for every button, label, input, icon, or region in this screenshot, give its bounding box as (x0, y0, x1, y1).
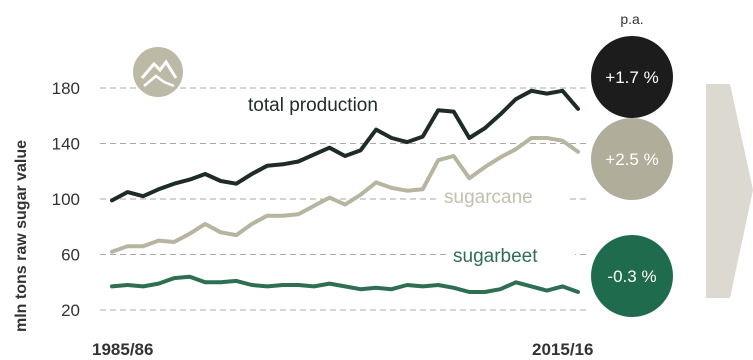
series-labels: total production sugarcane sugarbeet (248, 95, 575, 268)
series-label: sugarbeet (453, 246, 538, 267)
growth-badge (591, 118, 673, 200)
series-line-0 (110, 88, 580, 203)
y-tick-label: 180 (52, 79, 80, 98)
series-line-2 (110, 274, 580, 294)
series-label: total production (248, 95, 378, 116)
x-axis-ticks: 1985/86 2015/16 (92, 340, 593, 359)
x-tick-label: 2015/16 (532, 340, 593, 359)
y-tick-label: 140 (52, 135, 80, 154)
series-label-background (447, 244, 575, 268)
growth-badge-label: +2.5 % (605, 150, 658, 169)
growth-badge-label: -0.3 % (607, 267, 656, 286)
growth-badges: +1.7 % +2.5 % -0.3 % (591, 36, 673, 317)
x-tick-label: 1985/86 (92, 340, 153, 359)
chevron-right-icon (706, 84, 753, 298)
series-label-background (438, 185, 566, 209)
y-axis-label: mln tons raw sugar value (13, 140, 30, 332)
series-label: sugarcane (444, 187, 533, 208)
growth-badge-label: +1.7 % (605, 68, 658, 87)
grid-lines (100, 87, 590, 311)
y-tick-label: 60 (61, 246, 80, 265)
y-tick-label: 20 (61, 301, 80, 320)
series-line-1 (110, 136, 580, 254)
y-axis-ticks: 20 60 100 140 180 (52, 79, 80, 320)
growth-badge (591, 235, 673, 317)
y-tick-label: 100 (52, 190, 80, 209)
growth-header: p.a. (620, 11, 643, 27)
series-lines (110, 88, 580, 294)
logo-icon (133, 47, 183, 97)
growth-badge (591, 36, 673, 118)
